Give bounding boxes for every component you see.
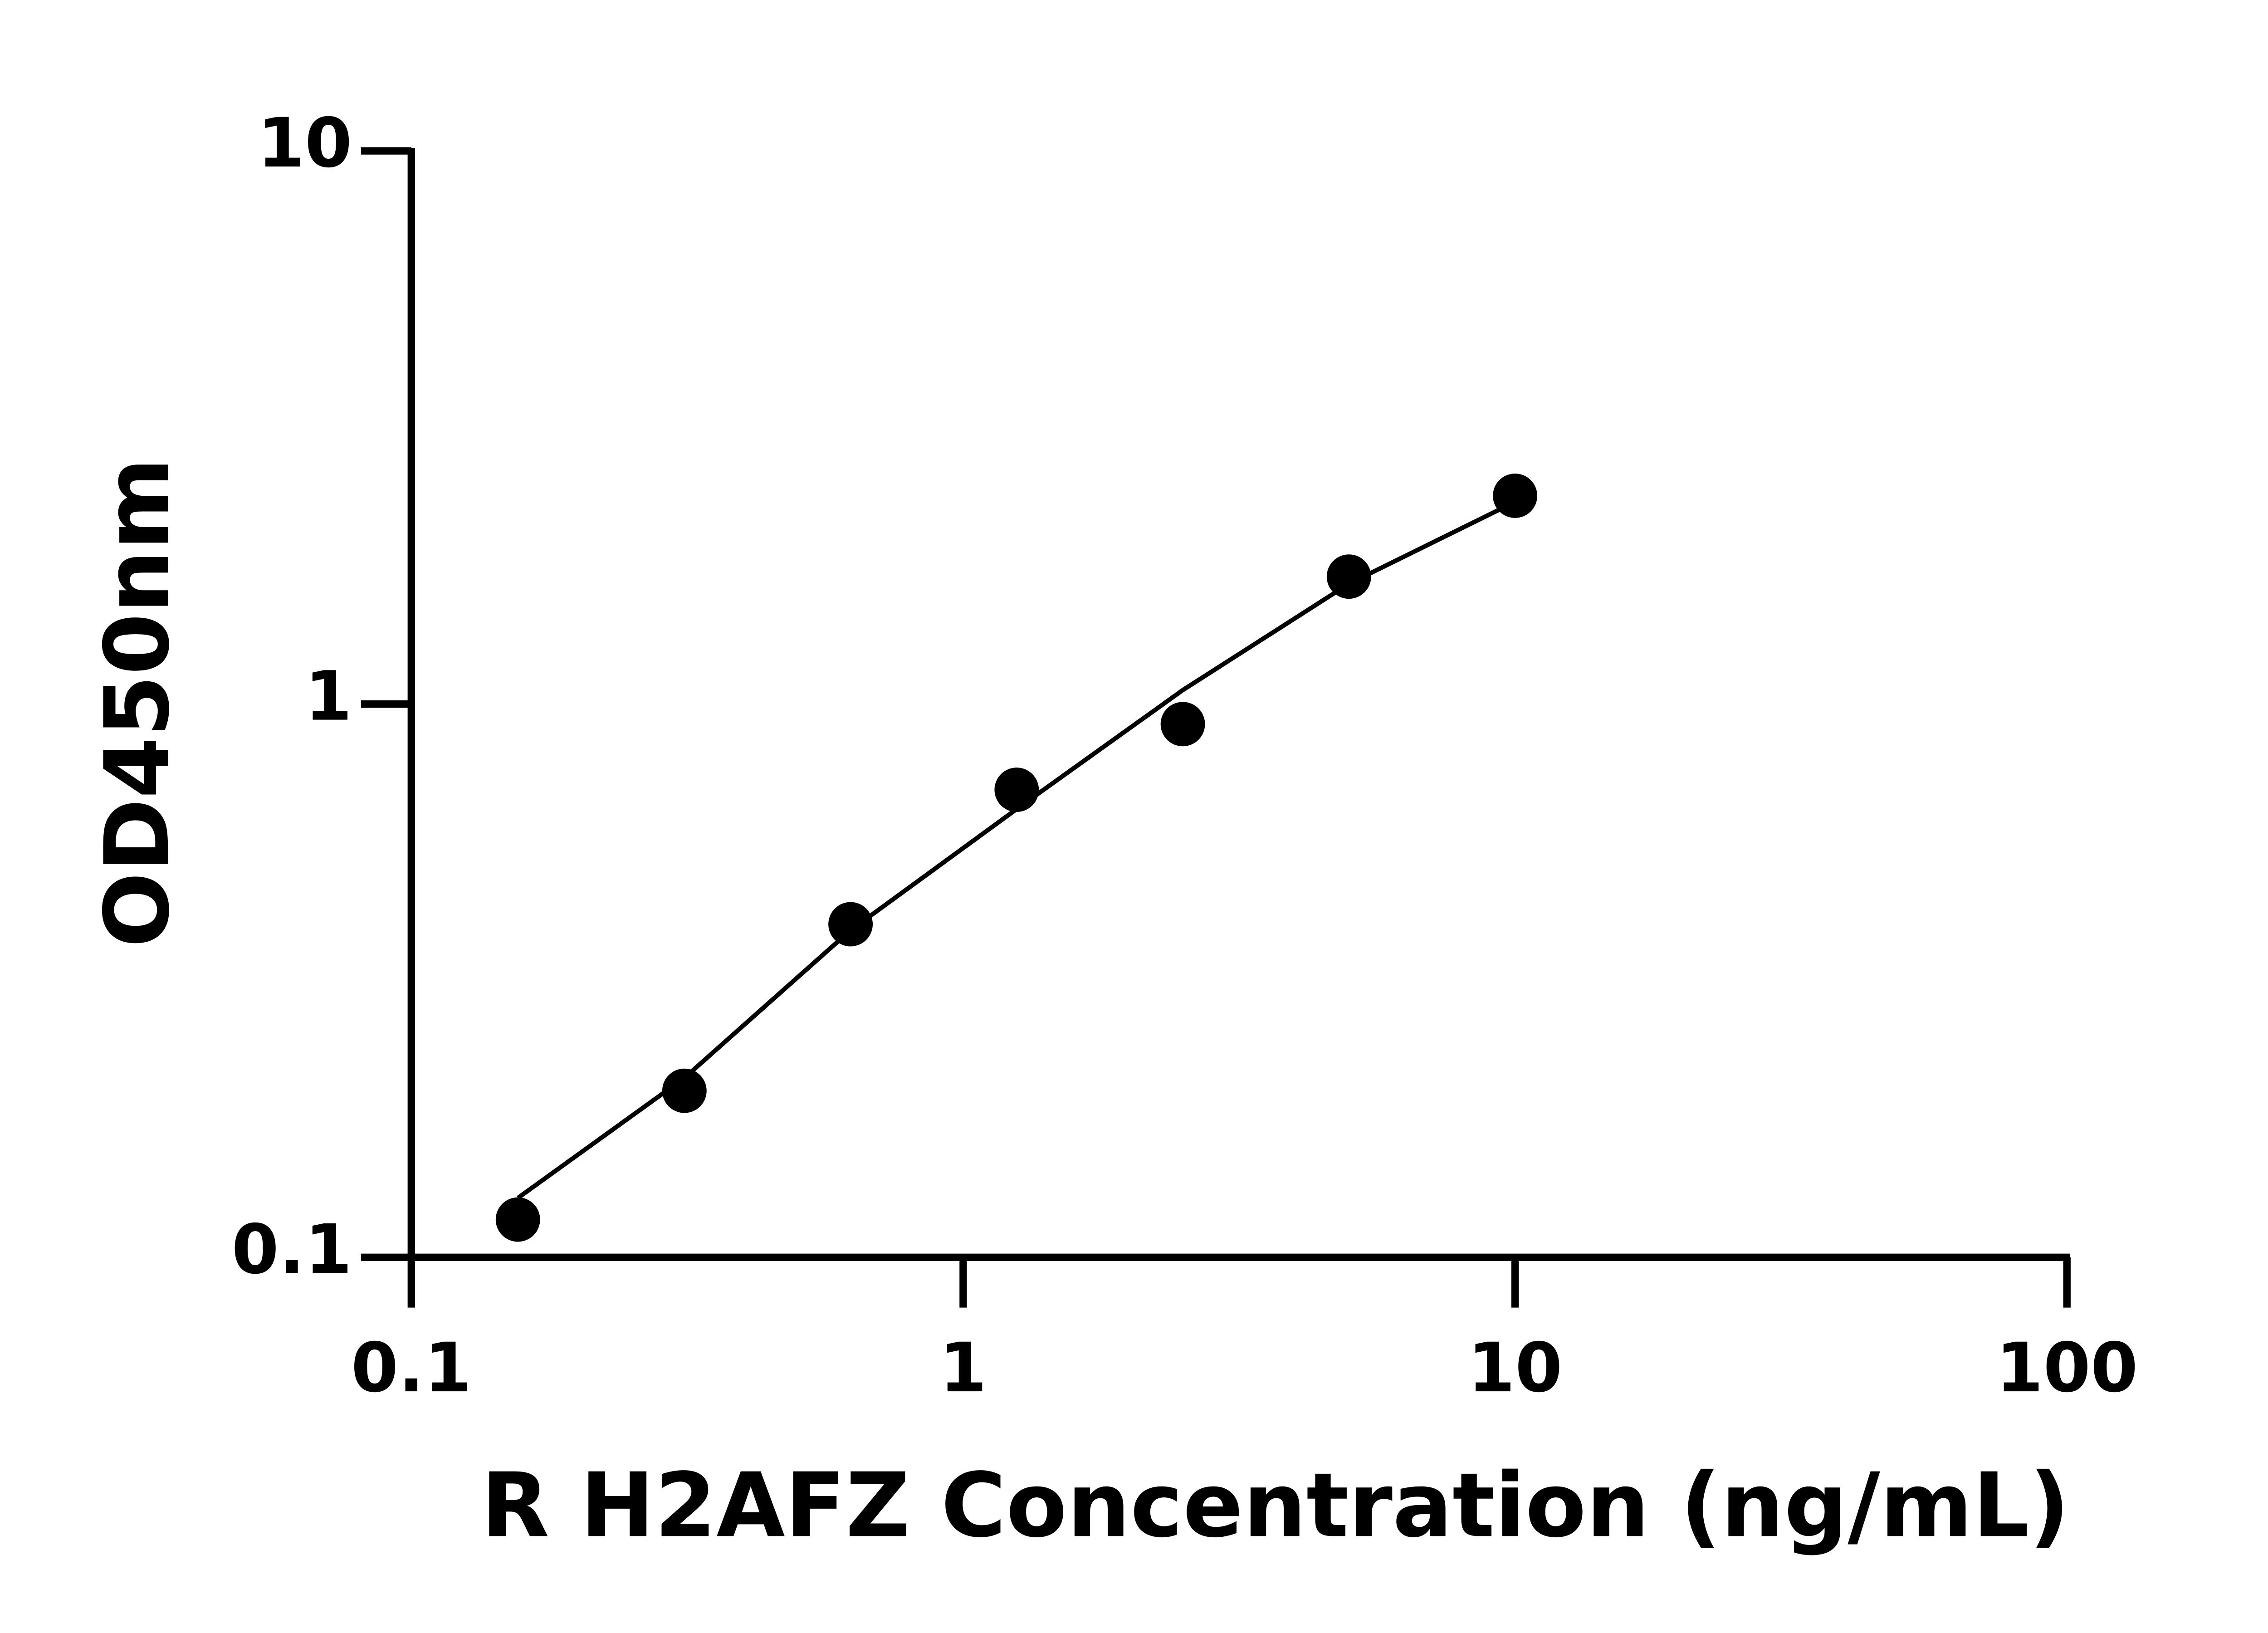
data-point: [1160, 702, 1205, 747]
x-tick-label: 10: [1468, 1329, 1563, 1408]
data-point: [495, 1197, 540, 1242]
x-tick-label: 100: [1996, 1329, 2138, 1408]
y-tick-label: 10: [258, 104, 352, 183]
data-point: [994, 768, 1039, 812]
data-point: [1493, 474, 1538, 518]
y-tick-label: 0.1: [232, 1210, 352, 1289]
x-tick-label: 1: [939, 1329, 987, 1408]
data-point: [828, 902, 873, 947]
x-tick-label: 0.1: [351, 1329, 472, 1408]
y-tick-label: 1: [305, 657, 352, 736]
x-axis-label: R H2AFZ Concentration (ng/mL): [481, 1454, 2069, 1557]
data-point: [1326, 554, 1371, 599]
y-axis-label: OD450nm: [86, 458, 189, 948]
data-point: [662, 1068, 707, 1113]
